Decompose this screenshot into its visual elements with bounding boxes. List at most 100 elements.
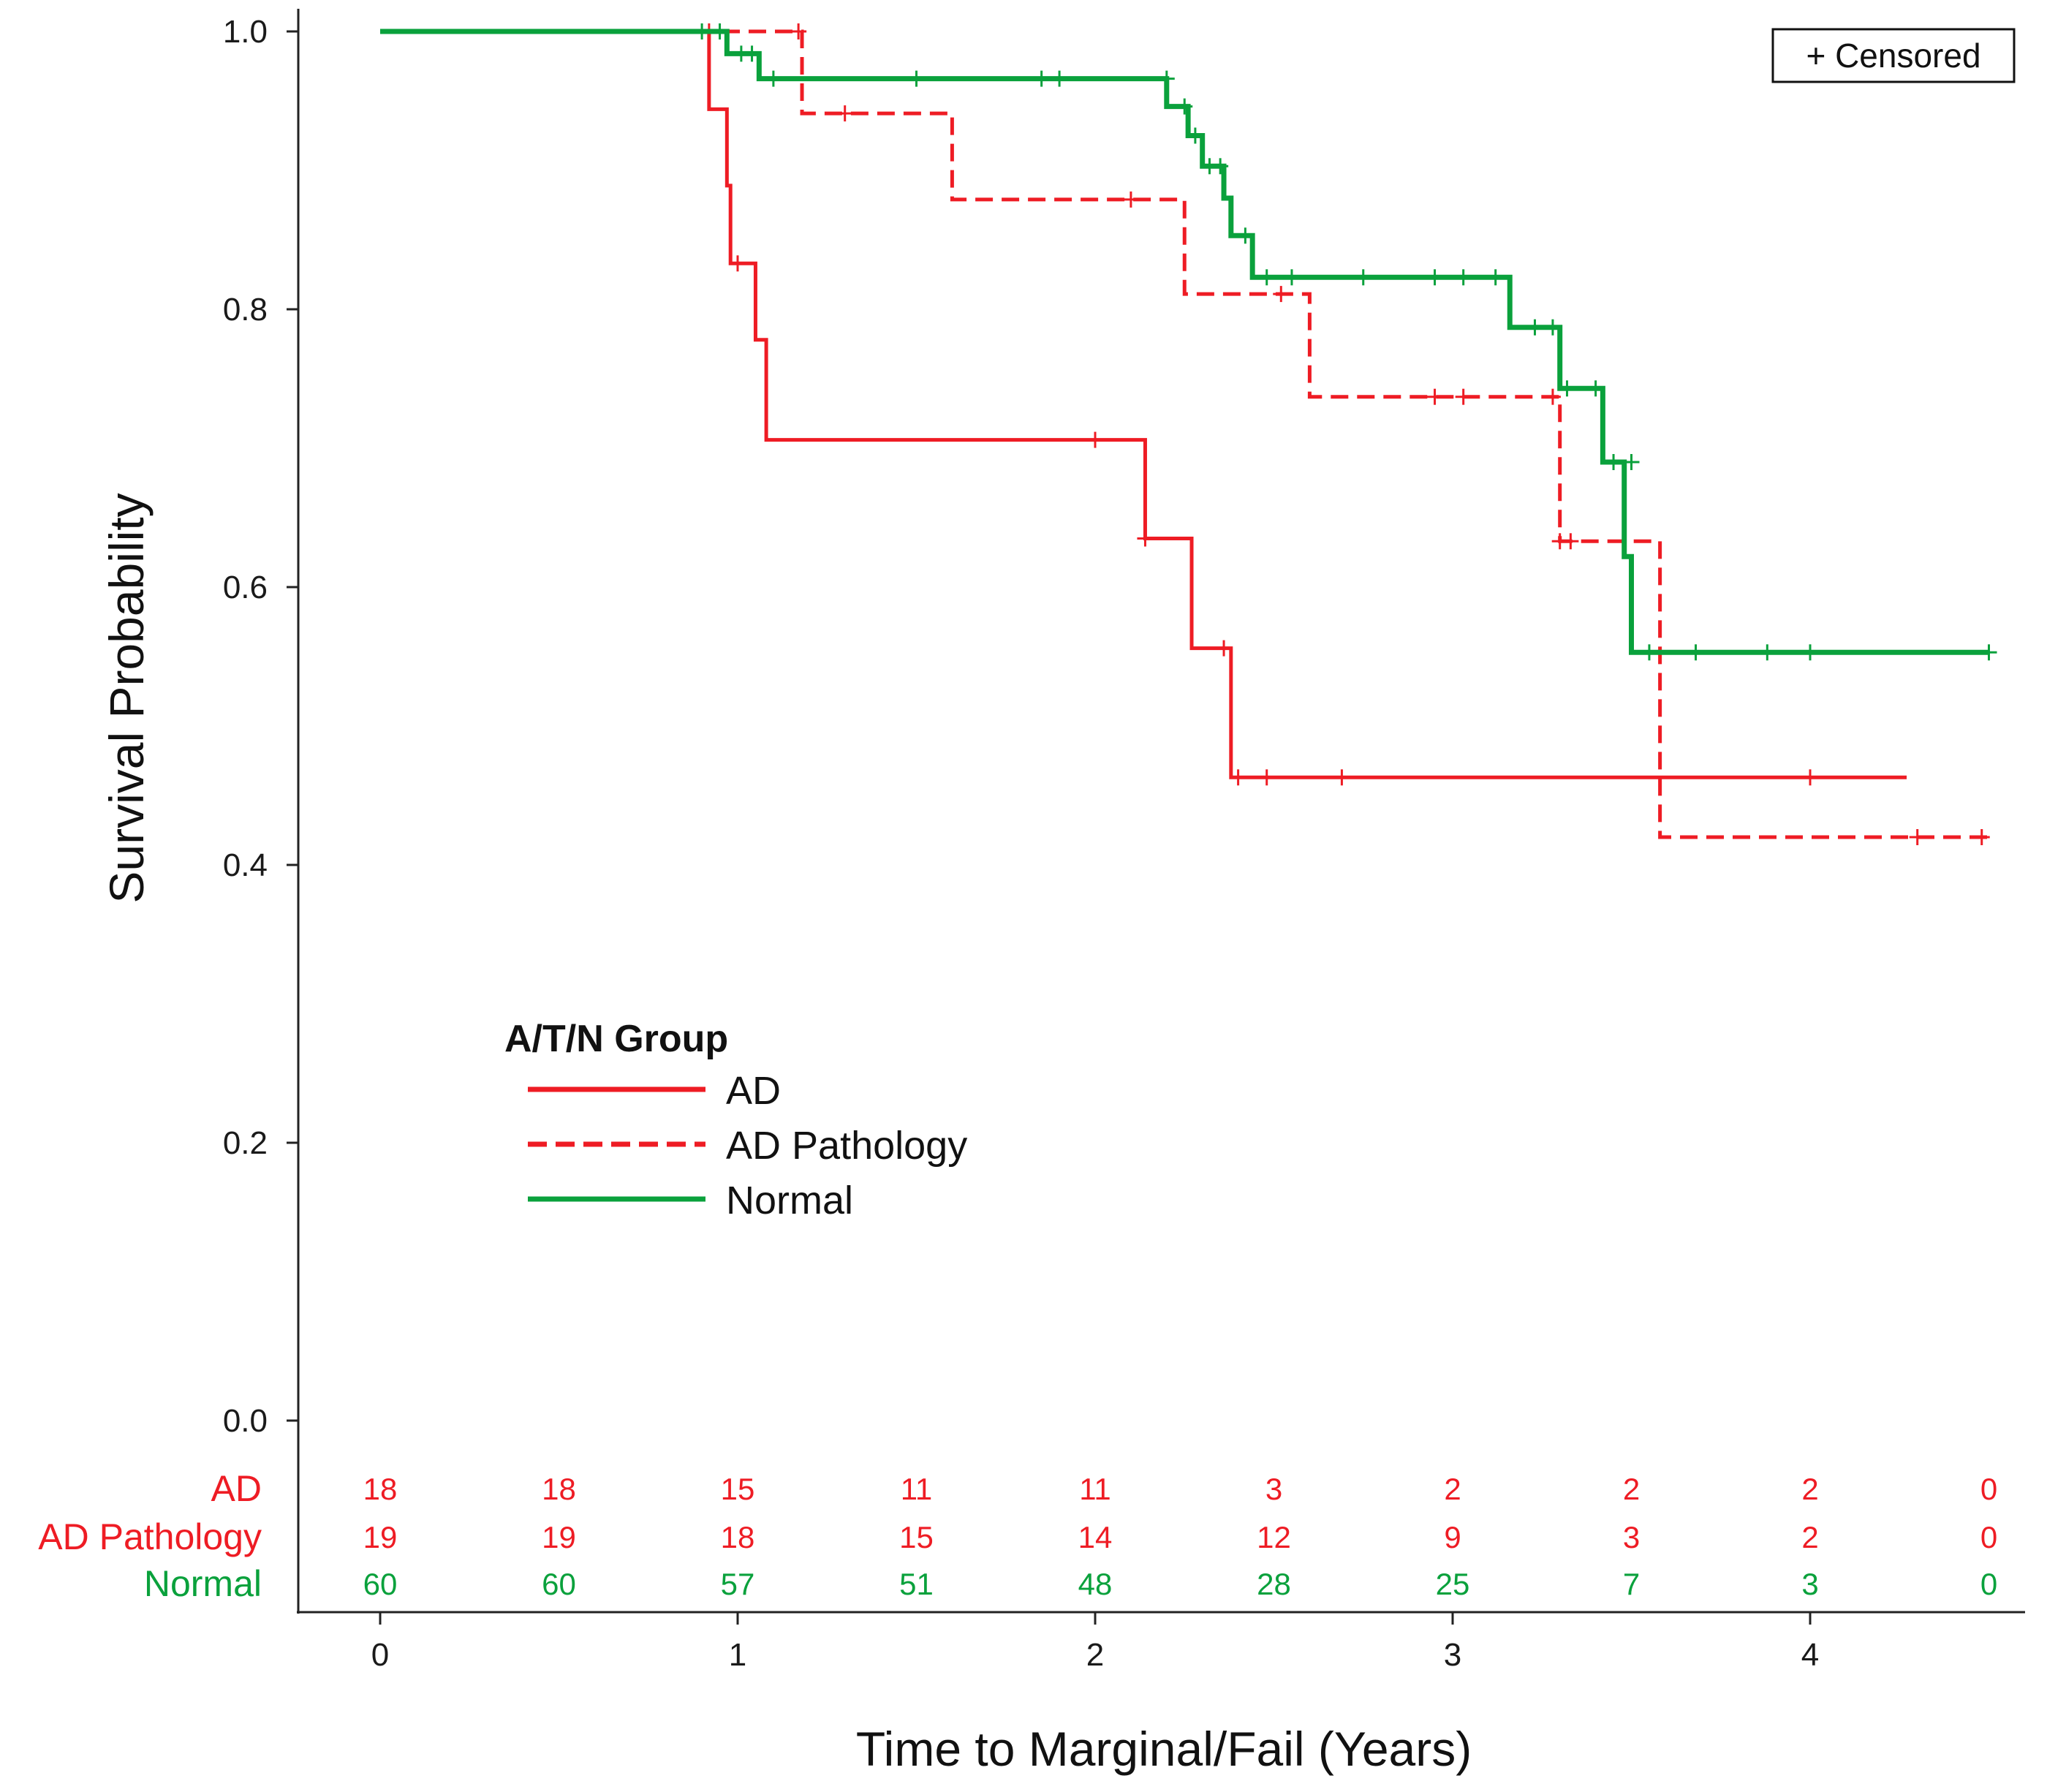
- risk-count: 28: [1257, 1567, 1291, 1601]
- y-tick-label: 0.2: [223, 1125, 268, 1161]
- risk-count: 3: [1265, 1472, 1282, 1506]
- censor-mark-normal: [1355, 269, 1371, 286]
- risk-row-label-ad: AD: [211, 1468, 262, 1509]
- censor-mark-normal: [765, 70, 782, 87]
- censor-mark-ad-pathology: [1122, 191, 1139, 208]
- censor-mark-ad: [1333, 769, 1350, 786]
- y-tick-label: 0.6: [223, 570, 268, 605]
- risk-count: 19: [363, 1520, 398, 1554]
- censor-mark-normal: [1455, 269, 1472, 286]
- censor-mark-ad-pathology: [1544, 388, 1561, 405]
- risk-count: 0: [1980, 1472, 1997, 1506]
- censor-mark-normal: [711, 23, 728, 39]
- censor-mark-normal: [1559, 380, 1575, 397]
- y-tick-label: 1.0: [223, 14, 268, 50]
- y-axis-title: Survival Probability: [99, 493, 154, 903]
- x-axis-ticks: 0 1 2 3 4: [371, 1612, 1819, 1673]
- risk-count: 60: [542, 1567, 576, 1601]
- risk-count: 25: [1436, 1567, 1470, 1601]
- censor-mark-normal: [1980, 644, 1997, 661]
- censor-mark-normal: [1526, 319, 1543, 336]
- legend-title: A/T/N Group: [504, 1018, 728, 1060]
- censor-mark-normal: [908, 70, 925, 87]
- censor-mark-ad-pathology: [1455, 388, 1472, 405]
- x-tick-label: 1: [729, 1637, 746, 1673]
- censor-mark-ad: [1216, 640, 1233, 657]
- risk-count: 60: [363, 1567, 398, 1601]
- legend-label-ad: AD: [726, 1069, 781, 1113]
- risk-count: 3: [1623, 1520, 1640, 1554]
- risk-count: 9: [1444, 1520, 1461, 1554]
- risk-count: 18: [721, 1520, 755, 1554]
- censor-mark-ad-pathology: [1562, 533, 1579, 550]
- risk-count: 14: [1078, 1520, 1113, 1554]
- censor-mark-ad: [1087, 431, 1103, 448]
- censor-mark-normal: [1158, 70, 1175, 87]
- risk-count: 19: [542, 1520, 576, 1554]
- censor-mark-normal: [1033, 70, 1050, 87]
- censor-mark-normal: [694, 23, 711, 39]
- censor-mark-ad-pathology: [836, 105, 853, 122]
- censor-mark-ad-pathology: [1973, 829, 1990, 845]
- censor-mark-normal: [1641, 644, 1657, 661]
- censor-mark-normal: [743, 45, 760, 62]
- censor-mark-ad-pathology: [790, 23, 807, 39]
- censor-mark-normal: [1212, 158, 1229, 175]
- censor-mark-normal: [1802, 644, 1818, 661]
- risk-row-label-normal: Normal: [144, 1563, 262, 1604]
- y-tick-label: 0.0: [223, 1403, 268, 1439]
- censor-mark-normal: [1176, 98, 1193, 115]
- y-axis-ticks: 0.0 0.2 0.4 0.6 0.8 1.0: [223, 14, 298, 1439]
- censor-mark-ad-pathology: [1273, 286, 1290, 303]
- x-axis-title: Time to Marginal/Fail (Years): [856, 1722, 1472, 1776]
- series-line-ad: [380, 29, 1907, 779]
- risk-count: 15: [899, 1520, 934, 1554]
- censor-mark-normal: [1283, 269, 1300, 286]
- x-tick-label: 0: [371, 1637, 389, 1673]
- x-tick-label: 4: [1801, 1637, 1819, 1673]
- censor-mark-normal: [1605, 454, 1622, 470]
- censor-mark-normal: [1587, 380, 1604, 397]
- x-tick-label: 2: [1086, 1637, 1104, 1673]
- x-tick-label: 3: [1444, 1637, 1461, 1673]
- risk-count: 57: [721, 1567, 755, 1601]
- series-line-ad-pathology: [380, 29, 1989, 839]
- risk-row-label-ad-pathology: AD Pathology: [38, 1516, 262, 1557]
- risk-count: 7: [1623, 1567, 1640, 1601]
- censor-mark-ad: [1258, 769, 1275, 786]
- risk-count: 0: [1980, 1520, 1997, 1554]
- censor-mark-normal: [1544, 319, 1561, 336]
- censor-mark-normal: [1759, 644, 1776, 661]
- censored-key: + Censored: [1771, 28, 2016, 83]
- y-tick-label: 0.4: [223, 847, 268, 883]
- risk-count: 0: [1980, 1567, 1997, 1601]
- risk-count: 2: [1623, 1472, 1640, 1506]
- censor-mark-normal: [1187, 127, 1203, 144]
- censor-mark-ad-pathology: [1426, 388, 1443, 405]
- risk-count: 11: [901, 1472, 933, 1506]
- risk-count: 11: [1079, 1472, 1111, 1506]
- risk-count: 51: [899, 1567, 934, 1601]
- censor-mark-normal: [1687, 644, 1704, 661]
- censor-mark-ad: [1137, 530, 1154, 547]
- legend-label-normal: Normal: [726, 1179, 853, 1222]
- censor-mark-ad: [1802, 769, 1818, 786]
- risk-count: 15: [721, 1472, 755, 1506]
- censor-mark-normal: [1487, 269, 1504, 286]
- risk-count: 2: [1801, 1520, 1818, 1554]
- censor-mark-ad: [1230, 769, 1246, 786]
- risk-count: 48: [1078, 1567, 1113, 1601]
- risk-count: 2: [1444, 1472, 1461, 1506]
- risk-count: 2: [1801, 1472, 1818, 1506]
- censor-mark-ad-pathology: [1909, 829, 1926, 845]
- series-line-normal: [380, 29, 1989, 655]
- censor-mark-ad: [730, 255, 746, 272]
- censored-key-label: + Censored: [1806, 37, 1980, 75]
- series-layer: [380, 23, 1997, 845]
- censor-mark-normal: [1237, 227, 1254, 244]
- censor-mark-normal: [1426, 269, 1443, 286]
- risk-table: AD 18 18 15 11 11 3 2 2 2 0 AD Pathology 19 19 18 15 14 1…: [38, 1468, 1997, 1604]
- censored-key-box: [1771, 28, 2016, 83]
